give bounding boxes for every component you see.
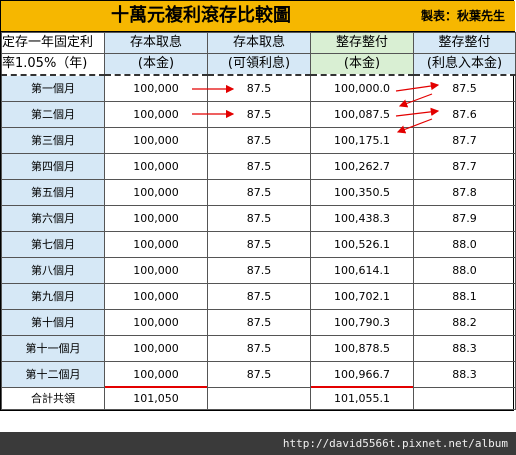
interest-cell: 87.5 (207, 283, 311, 310)
total-principal: 101,050 (104, 387, 208, 410)
principal-cell: 100,000 (104, 74, 208, 102)
month-label: 第十二個月 (1, 361, 105, 388)
principal-cell: 100,000 (104, 361, 208, 388)
table-row: 第十二個月 100,000 87.5 100,966.7 88.3 (1, 361, 516, 388)
col-compound-principal-title: 整存整付 (310, 32, 414, 54)
interest-cell: 87.5 (207, 127, 311, 154)
compound-principal-cell: 100,262.7 (310, 153, 414, 180)
total-compound-principal: 101,055.1 (310, 387, 414, 410)
interest-cell: 87.5 (207, 309, 311, 336)
total-underline-compound (311, 386, 413, 388)
month-label: 第一個月 (1, 74, 105, 102)
total-underline-principal (105, 386, 207, 388)
rate-label-line2: 率1.05%（年) (1, 53, 105, 76)
compound-principal-cell: 100,438.3 (310, 205, 414, 232)
principal-cell: 100,000 (104, 153, 208, 180)
table-row: 第三個月 100,000 87.5 100,175.1 87.7 (1, 127, 516, 154)
compound-principal-cell: 100,175.1 (310, 127, 414, 154)
table-row: 第五個月 100,000 87.5 100,350.5 87.8 (1, 179, 516, 206)
table-row: 第九個月 100,000 87.5 100,702.1 88.1 (1, 283, 516, 310)
compound-interest-cell: 88.3 (413, 361, 516, 388)
compound-interest-cell: 87.9 (413, 205, 516, 232)
interest-cell: 87.5 (207, 101, 311, 128)
compound-interest-cell: 88.0 (413, 257, 516, 284)
header-row-2: 率1.05%（年) (本金) (可領利息) (本金) (利息入本金) (1, 53, 516, 76)
table-row: 第七個月 100,000 87.5 100,526.1 88.0 (1, 231, 516, 258)
month-label: 第六個月 (1, 205, 105, 232)
compound-principal-cell: 100,702.1 (310, 283, 414, 310)
col-principal-title: 存本取息 (104, 32, 208, 54)
compound-interest-cell: 88.3 (413, 335, 516, 362)
col-principal-subtitle: (本金) (104, 53, 208, 76)
compound-interest-cell: 88.0 (413, 231, 516, 258)
compound-principal-cell: 100,000.0 (310, 74, 414, 102)
principal-cell: 100,000 (104, 101, 208, 128)
compound-interest-cell: 87.7 (413, 127, 516, 154)
total-compound-interest (413, 387, 516, 410)
principal-cell: 100,000 (104, 179, 208, 206)
table-row: 第四個月 100,000 87.5 100,262.7 87.7 (1, 153, 516, 180)
header-row-1: 定存一年固定利 存本取息 存本取息 整存整付 整存整付 (1, 32, 516, 54)
compound-principal-cell: 100,878.5 (310, 335, 414, 362)
comparison-table: 定存一年固定利 存本取息 存本取息 整存整付 整存整付 率1.05%（年) (本… (1, 32, 516, 410)
total-interest (207, 387, 311, 410)
compound-principal-cell: 100,614.1 (310, 257, 414, 284)
col-interest-subtitle: (可領利息) (207, 53, 311, 76)
compound-principal-cell: 100,790.3 (310, 309, 414, 336)
watermark-bar: http://david5566t.pixnet.net/album (0, 432, 516, 455)
table-row: 第一個月 100,000 87.5 100,000.0 87.5 (1, 74, 516, 102)
month-label: 第八個月 (1, 257, 105, 284)
interest-cell: 87.5 (207, 335, 311, 362)
principal-cell: 100,000 (104, 335, 208, 362)
compound-interest-cell: 87.8 (413, 179, 516, 206)
month-label: 第十個月 (1, 309, 105, 336)
table-row: 第二個月 100,000 87.5 100,087.5 87.6 (1, 101, 516, 128)
principal-cell: 100,000 (104, 231, 208, 258)
watermark-url: http://david5566t.pixnet.net/album (282, 437, 508, 450)
total-label: 合計共領 (1, 387, 105, 410)
compound-interest-cell: 88.1 (413, 283, 516, 310)
total-row: 合計共領 101,050 101,055.1 (1, 387, 516, 410)
compound-interest-cell: 87.5 (413, 74, 516, 102)
author-credit: 製表：秋葉先生 (420, 9, 505, 23)
principal-cell: 100,000 (104, 283, 208, 310)
compound-interest-cell: 88.2 (413, 309, 516, 336)
interest-cell: 87.5 (207, 179, 311, 206)
compound-principal-cell: 100,526.1 (310, 231, 414, 258)
compound-principal-cell: 100,087.5 (310, 101, 414, 128)
table-row: 第十個月 100,000 87.5 100,790.3 88.2 (1, 309, 516, 336)
interest-cell: 87.5 (207, 74, 311, 102)
month-label: 第四個月 (1, 153, 105, 180)
month-label: 第二個月 (1, 101, 105, 128)
principal-cell: 100,000 (104, 205, 208, 232)
month-label: 第九個月 (1, 283, 105, 310)
principal-cell: 100,000 (104, 309, 208, 336)
month-label: 第七個月 (1, 231, 105, 258)
interest-cell: 87.5 (207, 361, 311, 388)
table-row: 第八個月 100,000 87.5 100,614.1 88.0 (1, 257, 516, 284)
interest-cell: 87.5 (207, 231, 311, 258)
table-row: 第十一個月 100,000 87.5 100,878.5 88.3 (1, 335, 516, 362)
page-title: 十萬元複利滾存比較圖 (111, 5, 291, 26)
interest-cell: 87.5 (207, 257, 311, 284)
month-label: 第三個月 (1, 127, 105, 154)
col-compound-interest-title: 整存整付 (413, 32, 516, 54)
compound-principal-cell: 100,966.7 (310, 361, 414, 388)
rate-label-line1: 定存一年固定利 (1, 32, 105, 54)
interest-cell: 87.5 (207, 205, 311, 232)
compound-interest-cell: 87.6 (413, 101, 516, 128)
col-compound-principal-subtitle: (本金) (310, 53, 414, 76)
principal-cell: 100,000 (104, 127, 208, 154)
col-compound-interest-subtitle: (利息入本金) (413, 53, 516, 76)
spreadsheet: 十萬元複利滾存比較圖 製表：秋葉先生 定存一年固定利 存本取息 存本取息 整存整… (0, 0, 516, 411)
compound-interest-cell: 87.7 (413, 153, 516, 180)
interest-cell: 87.5 (207, 153, 311, 180)
principal-cell: 100,000 (104, 257, 208, 284)
month-label: 第十一個月 (1, 335, 105, 362)
title-bar: 十萬元複利滾存比較圖 製表：秋葉先生 (1, 1, 515, 32)
col-interest-title: 存本取息 (207, 32, 311, 54)
table-row: 第六個月 100,000 87.5 100,438.3 87.9 (1, 205, 516, 232)
month-label: 第五個月 (1, 179, 105, 206)
compound-principal-cell: 100,350.5 (310, 179, 414, 206)
